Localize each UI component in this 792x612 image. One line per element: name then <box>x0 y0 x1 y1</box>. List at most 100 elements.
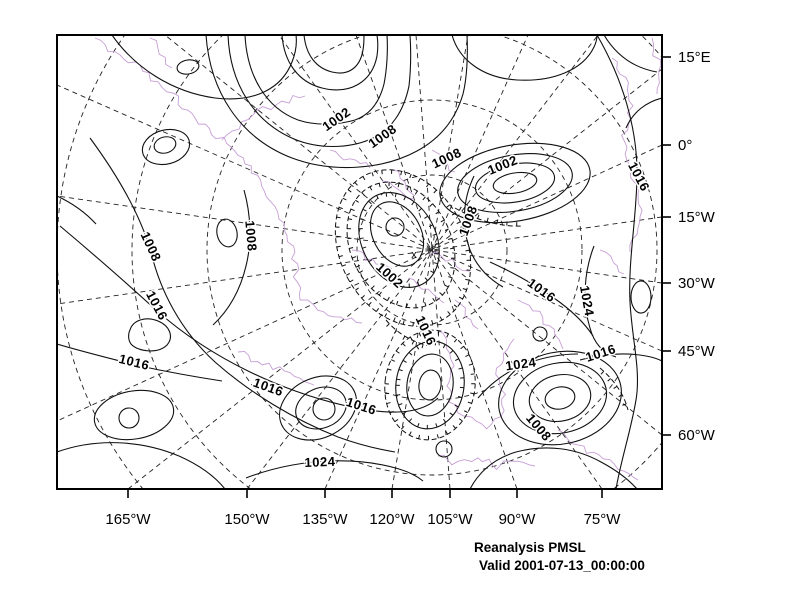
coastline-layer <box>94 37 662 481</box>
hatch-tick <box>432 297 436 302</box>
map-frame <box>56 34 663 490</box>
hatch-tick <box>349 279 354 283</box>
hatch-tick <box>381 170 383 175</box>
contour-line <box>303 35 365 74</box>
coastline-path <box>351 249 393 270</box>
hatch-tick <box>433 189 437 194</box>
hatch-tick <box>398 403 403 406</box>
hatch-tick <box>450 247 455 250</box>
coastline-path <box>517 299 564 350</box>
hatch-tick <box>355 264 360 268</box>
hatch-tick <box>342 197 347 201</box>
hatch-tick <box>463 240 468 243</box>
contour-line <box>596 35 639 489</box>
contour-line <box>244 35 388 125</box>
coastline-path <box>329 149 371 169</box>
hatch-tick <box>439 316 443 321</box>
hatch-tick <box>390 359 395 362</box>
contour-line <box>579 353 662 362</box>
right-axis-label: 45°W <box>678 343 716 360</box>
contour-ring-dashed-hachured <box>334 169 472 327</box>
coastline-path <box>651 37 662 95</box>
hatch-tick <box>454 404 459 408</box>
contour-line <box>489 261 594 337</box>
hatch-tick <box>444 284 449 288</box>
hatch-tick <box>402 343 406 347</box>
contour-label: 1024 <box>304 454 336 470</box>
hatch-tick <box>396 378 401 381</box>
hatch-tick <box>351 256 357 259</box>
contour-line <box>205 35 468 169</box>
contour-line <box>281 35 379 91</box>
hatch-tick <box>359 237 364 240</box>
hatch-tick <box>362 208 367 212</box>
contour-ring <box>512 361 608 435</box>
hatch-tick <box>486 217 489 222</box>
hatch-tick <box>445 430 449 435</box>
hatch-tick <box>411 340 415 345</box>
hatch-tick <box>402 360 407 363</box>
contour-line <box>111 35 297 100</box>
coastline-path <box>221 94 306 141</box>
hatch-tick <box>600 370 605 375</box>
hatch-tick <box>400 171 403 176</box>
hatch-tick <box>403 196 406 201</box>
hatch-tick <box>350 208 355 212</box>
hatch-tick <box>437 330 440 335</box>
graticule-parallel <box>356 174 508 326</box>
hatch-tick <box>408 352 413 356</box>
coastline-path <box>557 429 639 481</box>
contour-ring <box>279 375 357 441</box>
hatch-tick <box>417 422 420 428</box>
hatch-tick <box>384 313 388 318</box>
contour-label: 1016 <box>525 275 559 305</box>
hatch-tick <box>470 373 475 375</box>
hatch-tick <box>374 266 379 271</box>
bottom-axis-label: 165°W <box>105 511 151 528</box>
contour-line <box>57 343 223 382</box>
contour-ring <box>435 440 453 458</box>
coastline-path <box>599 249 625 275</box>
hatched-contour-layer <box>334 169 629 441</box>
hatch-tick <box>406 186 409 191</box>
hatch-tick <box>468 363 473 366</box>
hatch-tick <box>430 270 435 274</box>
hatch-tick <box>463 410 468 414</box>
hatch-tick <box>336 216 341 219</box>
right-axis: 15°E 0° 15°W 30°W 45°W 60°W <box>662 49 716 444</box>
graticule-meridian <box>57 195 662 284</box>
contour-ring <box>528 374 592 422</box>
hatch-tick <box>398 282 401 287</box>
hatch-tick <box>411 201 415 206</box>
contour-line <box>245 460 424 482</box>
hatch-tick <box>467 401 472 404</box>
hatch-tick <box>462 288 467 291</box>
hatch-tick <box>431 320 434 325</box>
contour-ring-hachured <box>395 340 465 430</box>
contour-ring <box>141 128 191 166</box>
hatch-tick <box>453 304 458 308</box>
contour-ring <box>118 407 140 429</box>
contour-line <box>584 245 617 358</box>
hatch-tick <box>354 182 358 186</box>
hatch-tick <box>400 425 405 430</box>
hatch-tick <box>418 208 422 212</box>
right-axis-label: 60°W <box>678 427 716 444</box>
bottom-axis-label: 150°W <box>224 511 270 528</box>
hatch-tick <box>470 392 475 395</box>
hatch-tick <box>428 224 433 228</box>
hatch-tick <box>440 196 444 201</box>
coastline-path <box>437 454 536 471</box>
coastline-path <box>149 37 173 69</box>
hatch-tick <box>402 335 406 340</box>
contour-ring <box>474 162 556 204</box>
contour-ring <box>385 217 405 237</box>
graticule-meridian <box>391 35 469 489</box>
hatch-tick <box>418 434 421 439</box>
hatch-tick <box>361 295 365 299</box>
coastline-path <box>94 37 302 301</box>
graticule-meridian <box>57 216 662 305</box>
contour-label: 1008 <box>138 229 165 263</box>
contour-ring <box>532 326 548 342</box>
